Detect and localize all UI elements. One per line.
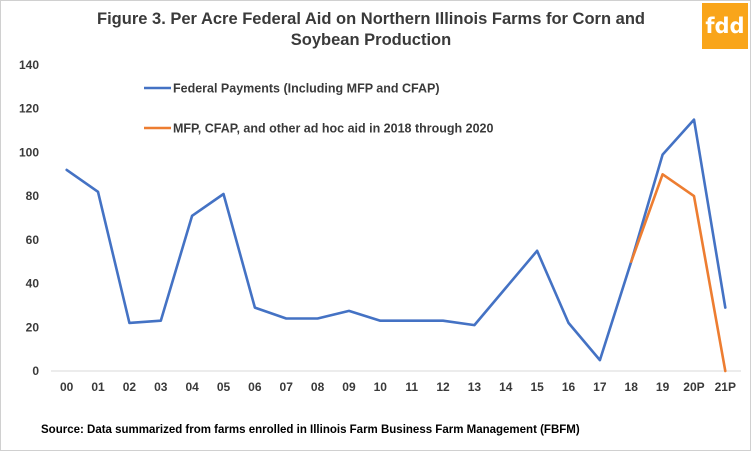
x-tick-label: 15: [530, 380, 544, 394]
y-tick-label: 120: [19, 102, 39, 116]
x-tick-label: 12: [436, 380, 450, 394]
chart-title: Figure 3. Per Acre Federal Aid on Northe…: [97, 10, 645, 49]
chart-axes: 0 20 40 60 80 100 120 140 00 01 02 03 04 05 06 07 08 09 10…: [19, 58, 741, 394]
series-line-2: [629, 173, 727, 373]
x-tick-label: 04: [185, 380, 199, 394]
x-tick-label: 21P: [715, 380, 736, 394]
y-tick-label: 0: [32, 364, 39, 378]
x-tick-label: 17: [593, 380, 607, 394]
x-tick-label: 01: [91, 380, 105, 394]
legend-label: Federal Payments (Including MFP and CFAP…: [173, 82, 439, 96]
source-note: Source: Data summarized from farms enrol…: [41, 424, 580, 436]
legend-label: MFP, CFAP, and other ad hoc aid in 2018 …: [173, 122, 493, 136]
x-tick-label: 10: [374, 380, 388, 394]
x-tick-label: 03: [154, 380, 168, 394]
series-line-1: [65, 118, 727, 362]
fdd-logo: fdd: [702, 3, 748, 49]
x-tick-label: 06: [248, 380, 262, 394]
x-tick-label: 20P: [683, 380, 704, 394]
x-tick-label: 07: [280, 380, 294, 394]
y-tick-label: 80: [26, 189, 40, 203]
y-tick-label: 100: [19, 145, 39, 159]
x-tick-label: 14: [499, 380, 513, 394]
x-tick-label: 08: [311, 380, 325, 394]
x-tick-label: 16: [562, 380, 576, 394]
x-tick-label: 13: [468, 380, 482, 394]
x-tick-label: 00: [60, 380, 74, 394]
x-tick-label: 18: [625, 380, 639, 394]
x-tick-label: 09: [342, 380, 356, 394]
chart-series: [65, 118, 727, 373]
chart-legend: Federal Payments (Including MFP and CFAP…: [144, 82, 493, 136]
x-tick-label: 05: [217, 380, 231, 394]
x-tick-label: 19: [656, 380, 670, 394]
y-tick-label: 60: [26, 233, 40, 247]
y-tick-label: 40: [26, 277, 40, 291]
x-tick-label: 02: [123, 380, 137, 394]
y-tick-label: 20: [26, 320, 40, 334]
x-tick-label: 11: [405, 380, 418, 394]
y-tick-label: 140: [19, 58, 39, 72]
